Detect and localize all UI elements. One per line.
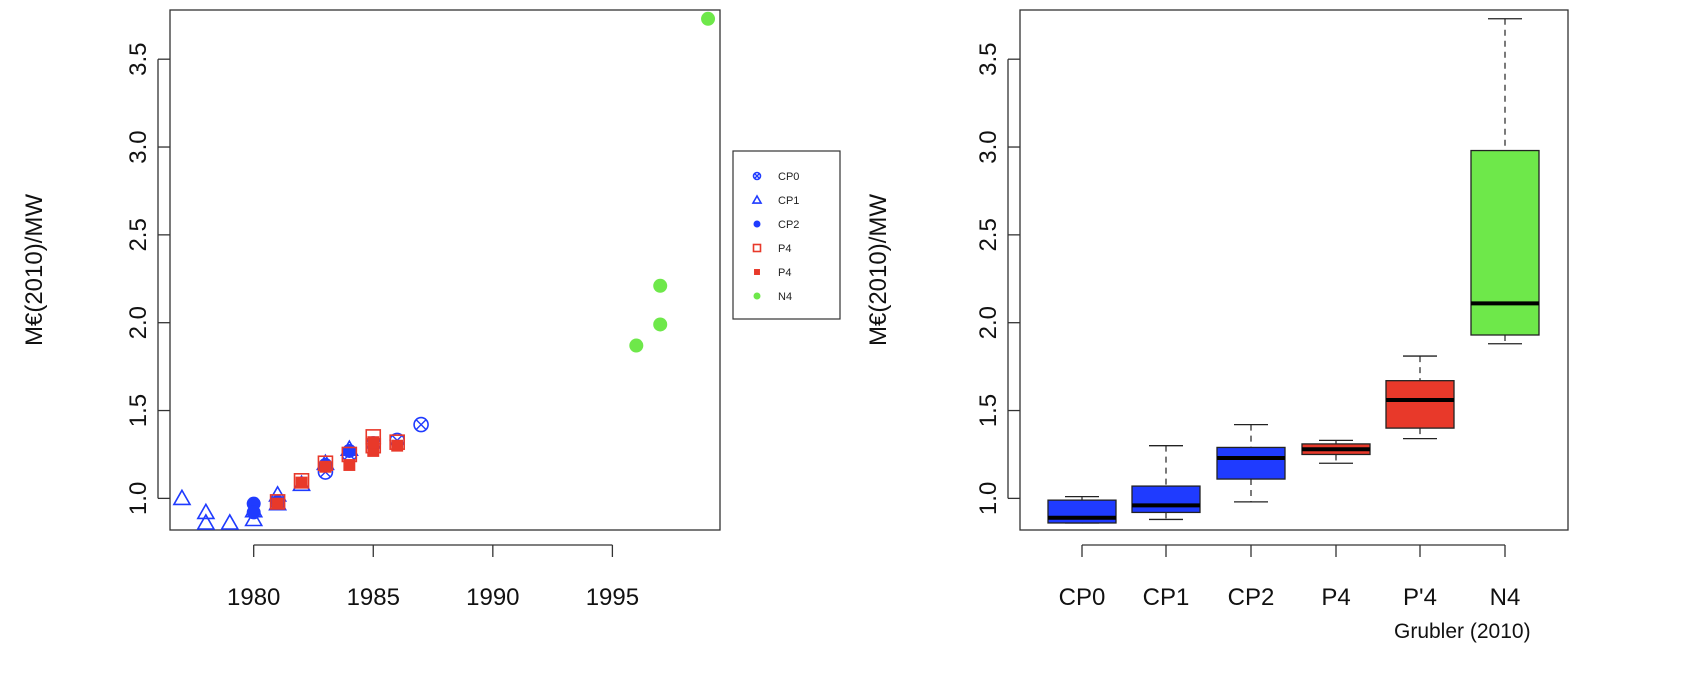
y-tick-label: 3.5: [125, 43, 152, 76]
y-tick-label: 1.0: [125, 482, 152, 515]
y-axis-title: M€(2010)/MW: [865, 194, 892, 346]
data-point: [196, 502, 216, 520]
x-tick-label: N4: [1490, 584, 1521, 611]
legend-symbol: [753, 292, 761, 300]
x-tick-label: CP1: [1143, 584, 1190, 611]
data-point: [367, 436, 380, 449]
data-point: [319, 460, 332, 473]
data-point: [343, 459, 356, 471]
plot-frame: [1019, 9, 1569, 531]
y-tick-label: 2.0: [125, 306, 152, 339]
data-point: [391, 439, 404, 452]
marker-circle: [413, 416, 429, 433]
y-tick-label: 1.0: [975, 482, 1002, 515]
x-tick-label: CP0: [1059, 584, 1106, 611]
plot-frame: [169, 9, 721, 531]
legend-symbol: [752, 171, 762, 181]
series-cp1: [172, 439, 359, 530]
box-cp1: [1131, 445, 1201, 521]
data-point: [367, 444, 380, 457]
data-point: [244, 509, 264, 527]
legend-label: CP0: [778, 171, 799, 183]
legend-symbol: [753, 220, 761, 228]
marker-circle: [752, 171, 762, 181]
data-point: [196, 513, 216, 530]
legend-symbol: [754, 269, 760, 275]
data-point: [653, 278, 668, 293]
box-pprime4: [1385, 355, 1455, 440]
data-point: [629, 338, 644, 353]
series-n4: [629, 11, 716, 353]
x-tick-label: 1980: [227, 584, 280, 611]
data-point: [172, 488, 192, 506]
data-point: [653, 317, 668, 332]
legend-label: CP2: [778, 219, 799, 231]
box-n4: [1470, 18, 1540, 345]
data-point: [295, 476, 308, 489]
data-point: [413, 416, 429, 433]
x-tick-label: 1995: [586, 584, 639, 611]
legend-label: CP1: [778, 195, 799, 207]
marker-cross: [415, 419, 427, 430]
legend-label: P4: [778, 267, 791, 279]
box-p4: [1301, 439, 1371, 464]
box-iqr: [1470, 149, 1540, 336]
legend: CP0 CP1 CP2 P4 P4 N4: [732, 150, 841, 320]
x-tick-label: 1985: [347, 584, 400, 611]
y-tick-label: 1.5: [125, 394, 152, 427]
data-point: [701, 11, 716, 26]
legend-label: N4: [778, 291, 792, 303]
x-tick-label: CP2: [1228, 584, 1275, 611]
y-tick-label: 2.5: [125, 218, 152, 251]
box-iqr: [1131, 485, 1201, 514]
source-note: Grubler (2010): [1394, 620, 1531, 643]
x-tick-label: 1990: [466, 584, 519, 611]
box-cp0: [1047, 495, 1117, 524]
marker-cross: [754, 173, 760, 179]
x-tick-label: P'4: [1403, 584, 1437, 611]
y-tick-label: 3.0: [975, 130, 1002, 163]
legend-label: P4: [778, 243, 791, 255]
data-point: [271, 497, 284, 510]
legend-symbol: [751, 194, 763, 204]
series-p4: [271, 436, 404, 510]
data-point: [220, 513, 240, 530]
box-iqr: [1216, 446, 1286, 480]
data-point: [246, 505, 261, 520]
y-axis-title: M€(2010)/MW: [21, 194, 48, 346]
y-tick-label: 3.5: [975, 43, 1002, 76]
y-tick-label: 1.5: [975, 394, 1002, 427]
y-tick-label: 2.5: [975, 218, 1002, 251]
box-cp2: [1216, 423, 1286, 503]
y-tick-label: 3.0: [125, 130, 152, 163]
box-iqr: [1385, 380, 1455, 429]
data-point: [342, 443, 357, 458]
legend-symbol: [752, 243, 762, 253]
y-tick-label: 2.0: [975, 306, 1002, 339]
x-tick-label: P4: [1321, 584, 1350, 611]
series-p4: [269, 429, 405, 510]
boxplot-panel: 1.0 1.5 2.0 2.5 3.0 3.5 M€(2010)/MW CP0 CP1 CP2 P4…: [865, 9, 1569, 643]
scatter-panel: 1.0 1.5 2.0 2.5 3.0 3.5 M€(2010)/MW 1980 1985 199…: [21, 9, 721, 611]
legend-box: [732, 150, 841, 320]
